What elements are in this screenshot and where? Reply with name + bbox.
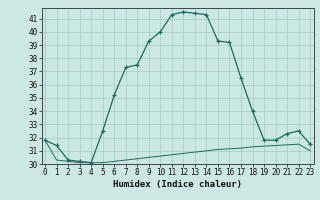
X-axis label: Humidex (Indice chaleur): Humidex (Indice chaleur) bbox=[113, 180, 242, 189]
